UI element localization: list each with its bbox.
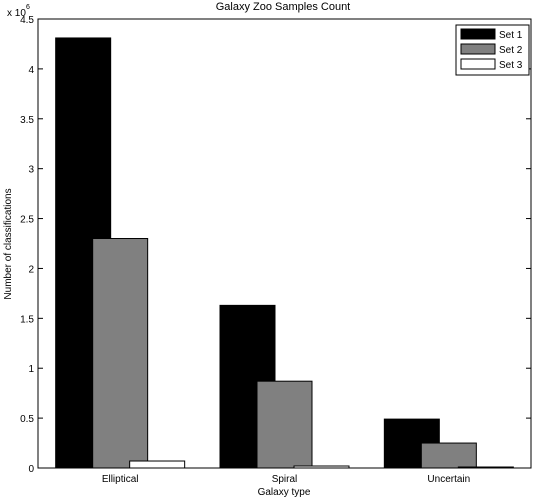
- bar-set-3-elliptical: [129, 460, 186, 469]
- y-tick-label: 4: [28, 65, 34, 76]
- bar-set-2-elliptical: [92, 238, 149, 469]
- y-tick-label: 0: [28, 464, 34, 475]
- y-tick-label: 1: [28, 364, 34, 375]
- chart-title: Galaxy Zoo Samples Count: [216, 1, 351, 13]
- legend-swatch: [460, 58, 496, 70]
- legend-label: Set 1: [499, 30, 523, 41]
- legend: Set 1 Set 2 Set 3: [455, 24, 530, 76]
- bars: [55, 37, 514, 469]
- x-tick-label: Uncertain: [427, 474, 470, 485]
- y-tick-label: 1.5: [20, 314, 34, 325]
- x-axis-label: Galaxy type: [258, 487, 311, 498]
- legend-label: Set 2: [499, 45, 523, 56]
- x-tick-label: Elliptical: [102, 474, 139, 485]
- y-tick-label: 3: [28, 165, 34, 176]
- y-tick-label: 2: [28, 264, 34, 275]
- y-axis-label: Number of classifications: [3, 188, 14, 299]
- legend-swatch: [460, 28, 496, 40]
- y-multiplier-exponent: 6: [26, 4, 30, 11]
- y-tick-label: 3.5: [20, 115, 34, 126]
- legend-swatch: [460, 43, 496, 55]
- y-tick-label: 0.5: [20, 414, 34, 425]
- y-tick-label: 2.5: [20, 215, 34, 226]
- x-tick-label: Spiral: [272, 474, 298, 485]
- legend-label: Set 3: [499, 60, 523, 71]
- bar-set-2-spiral: [256, 380, 313, 469]
- bar-set-2-uncertain: [420, 442, 477, 469]
- plot-frame: [37, 18, 532, 469]
- y-tick-label: 4.5: [20, 15, 34, 26]
- y-multiplier-base: x 10: [7, 8, 26, 19]
